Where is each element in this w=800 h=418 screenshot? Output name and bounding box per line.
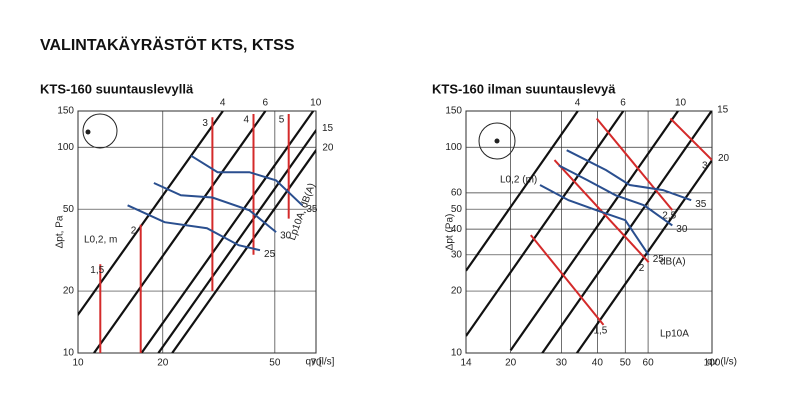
x-axis-label: qv (l/s)	[707, 357, 737, 368]
curve	[509, 111, 679, 352]
duct-icon	[478, 122, 516, 160]
y-tick-label: 50	[63, 204, 75, 215]
y-tick-label: 100	[57, 142, 74, 153]
series-label: 20	[718, 153, 730, 164]
curve	[78, 111, 224, 317]
x-tick-label: 60	[643, 358, 655, 369]
duct-icon	[82, 113, 118, 149]
curve	[127, 204, 261, 252]
series-label: 4	[575, 98, 581, 109]
duct-icon	[85, 129, 91, 135]
series-label: 15	[322, 123, 334, 134]
x-tick-label: 14	[460, 358, 472, 369]
series-label: 30	[280, 231, 292, 242]
y-tick-label: 150	[445, 106, 462, 117]
curve	[575, 159, 712, 353]
curve	[539, 184, 650, 256]
x-tick-label: 50	[620, 358, 632, 369]
annotation: L0,2, m	[84, 235, 117, 246]
y-tick-label: 50	[451, 204, 463, 215]
series-label: 10	[310, 98, 322, 109]
series-label: 4	[244, 115, 250, 126]
series-label: 30	[676, 224, 688, 235]
annotation: dB(A)	[660, 257, 686, 268]
series-label: 15	[717, 104, 729, 115]
series-label: 1,5	[593, 326, 607, 337]
curve	[466, 111, 579, 272]
curve	[190, 154, 303, 207]
curve	[171, 148, 316, 353]
x-tick-label: 50	[269, 358, 281, 369]
x-tick-label: 70	[310, 358, 322, 369]
curve	[466, 111, 625, 337]
y-axis-label: Δpt, Pa	[55, 215, 66, 248]
y-tick-label: 20	[451, 286, 463, 297]
curve	[566, 149, 692, 202]
y-tick-label: 100	[445, 142, 462, 153]
chart-title: KTS-160 ilman suuntauslevyä	[432, 81, 616, 96]
y-tick-label: 10	[63, 348, 75, 359]
series-label: 1,5	[90, 265, 104, 276]
curve	[93, 111, 267, 353]
page-title: VALINTAKÄYRÄSTÖT KTS, KTSS	[40, 35, 295, 54]
duct-icon	[494, 138, 500, 144]
curve	[157, 128, 316, 353]
curve	[595, 117, 674, 211]
x-tick-label: 20	[505, 358, 517, 369]
series-label: 6	[620, 98, 626, 109]
series-label: 25	[653, 254, 665, 265]
x-axis-label: qv [l/s]	[306, 357, 335, 368]
series-label: 5	[279, 115, 285, 126]
series-label: 20	[322, 142, 334, 153]
y-tick-label: 60	[451, 188, 463, 199]
curve	[153, 182, 277, 233]
y-axis-label: Δpt (Pa)	[445, 214, 456, 251]
y-tick-label: 20	[63, 286, 75, 297]
series-label: 4	[220, 98, 226, 109]
x-tick-label: 10	[72, 358, 84, 369]
annotation: Lp10A	[660, 329, 689, 340]
curve	[140, 111, 315, 353]
y-tick-label: 150	[57, 106, 74, 117]
x-tick-label: 20	[157, 358, 169, 369]
series-label: 35	[695, 199, 707, 210]
x-tick-label: 30	[556, 358, 568, 369]
curve	[530, 234, 605, 326]
y-tick-label: 40	[451, 224, 463, 235]
curve	[541, 111, 712, 353]
series-label: 2	[639, 263, 645, 274]
series-label: 10	[675, 98, 687, 109]
curve	[669, 117, 712, 161]
series-label: 35	[306, 204, 318, 215]
x-tick-label: 40	[592, 358, 604, 369]
x-tick-label: 100	[704, 358, 721, 369]
series-label: 2,5	[662, 211, 676, 222]
chart-title: KTS-160 suuntauslevyllä	[40, 81, 194, 96]
series-label: 3	[202, 118, 208, 129]
series-label: 3	[702, 161, 708, 172]
y-tick-label: 30	[451, 249, 463, 260]
series-label: 2	[131, 225, 137, 236]
y-tick-label: 10	[451, 348, 463, 359]
curve	[558, 164, 673, 227]
series-label: 25	[264, 249, 276, 260]
series-label: 6	[262, 98, 268, 109]
annotation: L0,2 (m)	[500, 175, 537, 186]
